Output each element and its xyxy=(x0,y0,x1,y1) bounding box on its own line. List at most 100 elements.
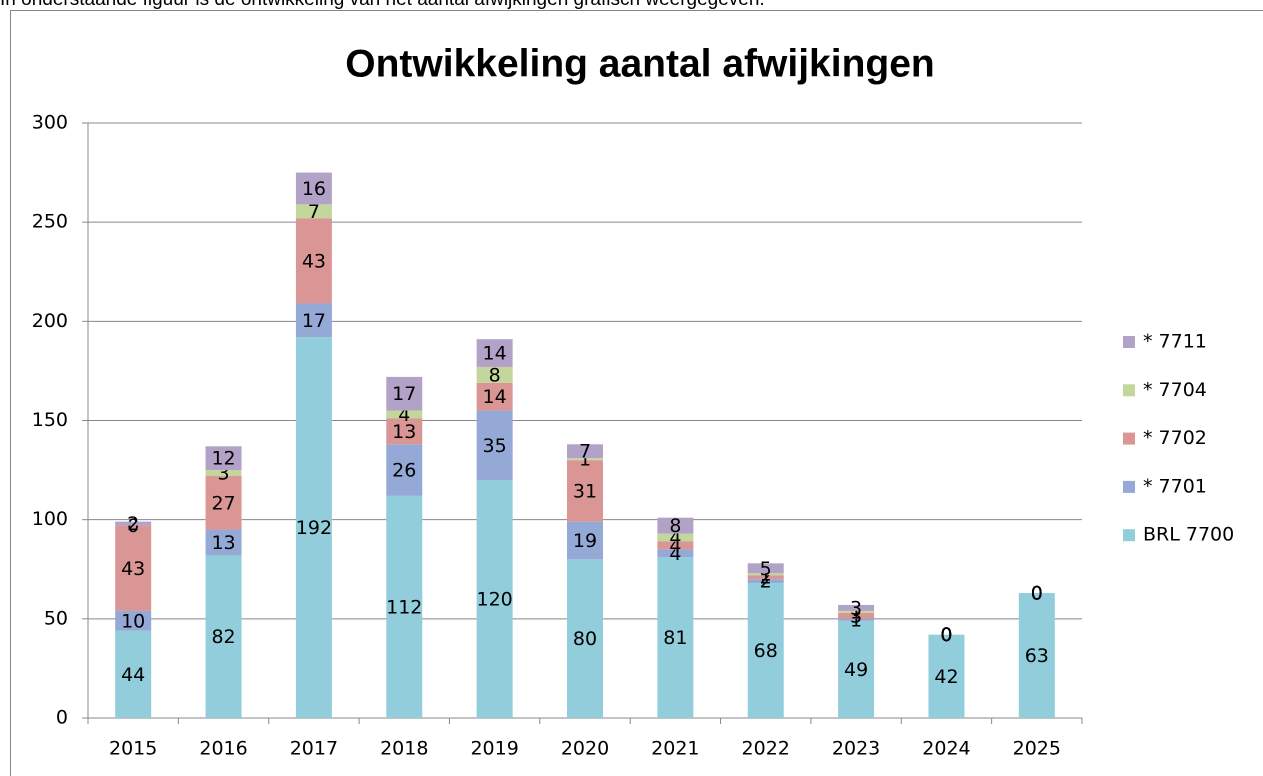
bar-segment xyxy=(747,573,784,576)
data-label: 68 xyxy=(754,640,778,662)
bar-segment xyxy=(295,172,332,205)
data-label: 7 xyxy=(579,441,591,463)
bar-segment xyxy=(295,204,332,219)
bar-segment xyxy=(386,410,423,419)
data-label: 13 xyxy=(392,421,416,443)
bar-segment xyxy=(386,376,423,411)
bar-segment xyxy=(657,549,694,558)
data-label: 0 xyxy=(940,624,952,646)
y-tick-label: 50 xyxy=(44,607,68,629)
bar-segment xyxy=(657,533,694,542)
bar-segment xyxy=(567,460,603,522)
data-label: 12 xyxy=(211,448,235,470)
bar-segment xyxy=(205,529,242,556)
data-label: 8 xyxy=(489,364,501,386)
x-tick-label: 2022 xyxy=(742,738,790,760)
data-label: 8 xyxy=(669,515,681,537)
data-label: 42 xyxy=(934,666,958,688)
data-label: 5 xyxy=(760,558,772,580)
legend-label: * 7701 xyxy=(1143,475,1207,497)
bar-segment xyxy=(295,303,332,338)
legend-label: * 7704 xyxy=(1143,379,1207,401)
y-tick-label: 250 xyxy=(32,211,68,233)
bar-segment xyxy=(295,218,332,304)
data-label: 0 xyxy=(1031,583,1043,605)
bar-segment xyxy=(928,634,965,718)
legend-label: BRL 7700 xyxy=(1143,524,1234,546)
bar-segment xyxy=(567,559,603,718)
x-tick-label: 2015 xyxy=(109,738,157,760)
data-label: 81 xyxy=(663,627,687,649)
y-tick-label: 0 xyxy=(56,707,68,729)
bar-segment xyxy=(567,458,603,461)
legend-swatch xyxy=(1123,336,1135,348)
bar-segment xyxy=(386,418,423,445)
bar-segment xyxy=(476,382,513,411)
bar-segment xyxy=(1018,593,1055,718)
y-tick-label: 200 xyxy=(32,310,68,332)
x-tick-label: 2018 xyxy=(380,738,428,760)
bar-segment xyxy=(657,517,694,534)
bar-segment xyxy=(747,579,784,584)
legend-label: * 7711 xyxy=(1143,331,1207,353)
data-label: 49 xyxy=(844,659,868,681)
data-label: 0 xyxy=(1031,583,1043,605)
data-label: 43 xyxy=(121,558,145,580)
data-label: 17 xyxy=(392,383,416,405)
data-label: 16 xyxy=(302,178,326,200)
data-label: 35 xyxy=(483,435,507,457)
x-tick-label: 2016 xyxy=(199,738,247,760)
data-label: 43 xyxy=(302,250,326,272)
bar-segment xyxy=(115,521,152,526)
legend-swatch xyxy=(1123,529,1135,542)
chart-title: Ontwikkeling aantal afwijkingen xyxy=(345,42,934,85)
data-label: 0 xyxy=(1031,583,1043,605)
data-label: 14 xyxy=(483,386,507,408)
y-tick-label: 150 xyxy=(32,409,68,431)
x-tick-label: 2024 xyxy=(922,738,970,760)
bar-segment xyxy=(747,575,784,580)
data-label: 14 xyxy=(483,343,507,365)
bar-segment xyxy=(476,410,513,480)
x-tick-label: 2025 xyxy=(1013,738,1061,760)
data-label: 10 xyxy=(121,610,145,632)
bar-segment xyxy=(747,563,784,574)
bar-segment xyxy=(476,366,513,383)
bar-segment xyxy=(386,495,423,718)
bar-segment xyxy=(476,339,513,367)
data-label: 0 xyxy=(940,624,952,646)
legend-swatch xyxy=(1123,384,1135,397)
bar-segment xyxy=(838,620,875,718)
legend-label: * 7702 xyxy=(1143,427,1207,449)
intro-text: In onderstaande figuur is de ontwikkelin… xyxy=(0,0,765,11)
data-label: 17 xyxy=(302,310,326,332)
bar-segment xyxy=(115,525,152,611)
bar-segment xyxy=(115,630,152,718)
data-label: 0 xyxy=(940,624,952,646)
data-label: 13 xyxy=(211,532,235,554)
data-label: 26 xyxy=(392,460,416,482)
data-label: 3 xyxy=(850,597,862,619)
bar-segment xyxy=(838,604,875,611)
legend-swatch xyxy=(1123,432,1135,445)
data-label: 2 xyxy=(127,513,139,535)
bar-segment xyxy=(657,557,694,718)
bar-segment xyxy=(386,444,423,496)
data-label: 44 xyxy=(121,664,145,686)
bar-segment xyxy=(205,555,242,718)
data-label: 82 xyxy=(211,626,235,648)
bar-segment xyxy=(205,470,242,477)
x-tick-label: 2023 xyxy=(832,738,880,760)
x-tick-label: 2021 xyxy=(651,738,699,760)
bar-segment xyxy=(567,444,603,459)
bar-segment xyxy=(838,618,875,621)
x-tick-label: 2020 xyxy=(561,738,609,760)
chart-frame xyxy=(10,10,1263,776)
data-label: 0 xyxy=(1031,583,1043,605)
bar-segment xyxy=(838,610,875,613)
bar-segment xyxy=(295,337,332,718)
data-label: 0 xyxy=(127,515,139,537)
data-label: 31 xyxy=(573,480,597,502)
